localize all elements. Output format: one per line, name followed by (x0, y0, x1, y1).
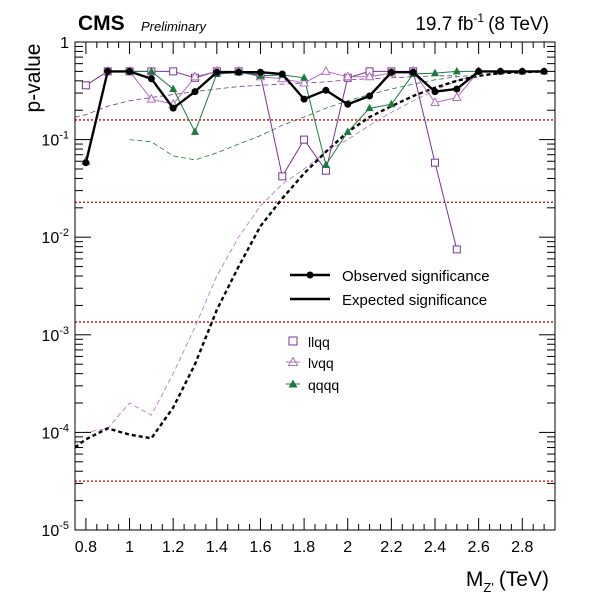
combined-point (169, 104, 177, 112)
combined-point (256, 68, 264, 76)
x-tick-label: 2.2 (380, 539, 402, 556)
legend-expected-label: Expected significance (342, 292, 487, 309)
qqqq-point (365, 103, 374, 112)
observed-combined-line (84, 70, 545, 163)
llqq-point (300, 135, 309, 144)
combined-point (213, 68, 221, 76)
llqq-point (278, 172, 287, 181)
qqqq-point (147, 66, 156, 75)
legend: Observed significance Expected significa… (286, 268, 490, 393)
lvqq-point (451, 91, 462, 101)
observed-llqq-line (85, 70, 458, 250)
x-tick-label: 2 (343, 539, 352, 556)
combined-point (344, 100, 352, 108)
y-axis-title: p-value (22, 44, 45, 113)
expected-qqqq-line (129, 71, 545, 161)
combined-point (104, 67, 112, 75)
llqq-point (431, 158, 439, 167)
cms-label: CMS (78, 12, 125, 35)
combined-point (126, 67, 134, 75)
combined-point (366, 92, 374, 100)
expected-llqq-line (74, 75, 457, 118)
llqq-point (81, 81, 90, 90)
combined-point (147, 75, 155, 83)
combined-point (431, 88, 439, 96)
llqq-point (169, 67, 178, 76)
observed-qqqq-line (129, 70, 545, 167)
combined-point (300, 95, 308, 103)
x-axis-title: MZ' (TeV) (466, 568, 549, 595)
legend-qqqq-label: qqqq (308, 377, 339, 393)
qqqq-point (321, 160, 330, 168)
lvqq-point (146, 93, 157, 103)
x-tick-label: 2.4 (424, 539, 446, 556)
legend-qqqq-marker (288, 379, 298, 388)
lvqq-point (342, 71, 353, 81)
combined-point (540, 67, 548, 75)
qqqq-point (169, 84, 178, 92)
combined-point (453, 85, 461, 93)
combined-point (409, 68, 417, 76)
combined-point (235, 68, 243, 76)
llqq-point (321, 166, 330, 175)
lvqq-point (321, 65, 331, 75)
x-tick-label: 2.6 (468, 539, 490, 556)
preliminary-label: Preliminary (141, 19, 208, 34)
lvqq-point (430, 96, 440, 106)
qqqq-point (452, 66, 461, 75)
y-tick-label: 10-1 (41, 130, 69, 150)
combined-point (387, 68, 395, 76)
combined-point (191, 88, 199, 96)
combined-point (496, 67, 504, 75)
x-tick-label: 1.2 (162, 539, 184, 556)
series-layer (74, 65, 549, 449)
y-tick-label: 10-3 (41, 325, 69, 345)
legend-observed-marker (306, 271, 314, 279)
axes-layer: 0.8 1 1.2 1.4 1.6 1.8 2 2.2 2.4 2.6 2.8 10-5 10-4 10-… (41, 35, 556, 556)
combined-point (82, 159, 90, 167)
lvqq-point (299, 77, 309, 87)
plot-frame (74, 41, 556, 531)
lumi-label: 19.7 fb-1 (8 TeV) (415, 11, 549, 35)
legend-llqq-label: llqq (308, 334, 330, 350)
qqqq-point (300, 73, 309, 81)
lvqq-point (190, 71, 200, 81)
combined-point (322, 86, 330, 94)
expected-lvqq-line (75, 73, 479, 433)
combined-point (278, 70, 286, 78)
lvqq-point (364, 71, 375, 81)
qqqq-point (387, 99, 396, 108)
qqqq-point (343, 127, 352, 135)
x-tick-label: 0.8 (75, 539, 97, 556)
y-tick-label: 10-5 (41, 520, 69, 540)
x-tick-label: 1 (125, 539, 134, 556)
y-tick-label: 10-4 (41, 422, 69, 442)
x-tick-label: 1.6 (249, 539, 271, 556)
llqq-point (452, 245, 461, 254)
legend-lvqq-label: lvqq (308, 355, 334, 371)
qqqq-point (191, 127, 199, 135)
observed-lvqq-line (85, 70, 479, 162)
combined-point (475, 67, 483, 75)
x-tick-label: 1.4 (206, 539, 228, 556)
x-tick-label: 1.8 (293, 539, 315, 556)
combined-point (518, 67, 526, 75)
y-tick-label: 10-2 (41, 227, 69, 247)
y-tick-label: 1 (60, 35, 69, 52)
legend-lvqq-marker (287, 356, 299, 366)
legend-llqq-marker (288, 336, 298, 346)
qqqq-point (431, 68, 439, 77)
x-tick-label: 2.8 (511, 539, 533, 556)
legend-observed-label: Observed significance (342, 268, 490, 285)
